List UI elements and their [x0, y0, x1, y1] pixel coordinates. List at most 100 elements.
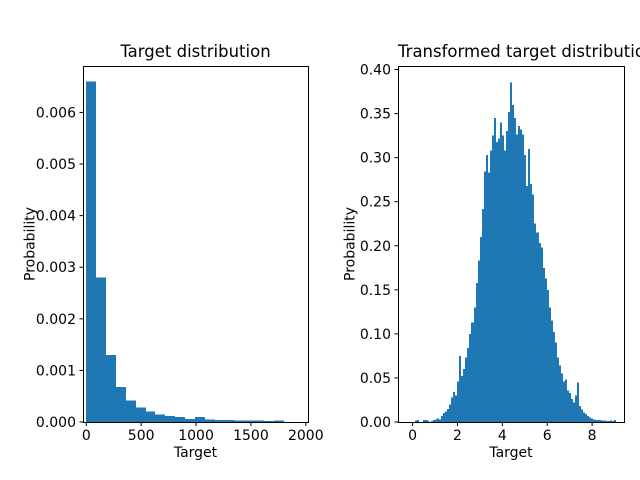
histogram-bar — [557, 357, 559, 422]
histogram-bar — [461, 376, 463, 422]
y-tick-label: 0.005 — [36, 157, 76, 173]
histogram-bar — [417, 420, 419, 422]
histogram-bar — [467, 347, 469, 422]
histogram-bar — [536, 232, 539, 422]
histogram-bar — [443, 413, 445, 422]
histogram-bar — [175, 416, 185, 422]
histogram-bar — [585, 414, 587, 422]
histogram-bar — [599, 420, 601, 422]
histogram-bar — [581, 409, 583, 422]
histogram-bar — [549, 307, 551, 422]
histogram-bar — [577, 382, 579, 422]
x-tick-label: 2000 — [288, 428, 324, 444]
histogram-bar — [498, 138, 500, 422]
y-tick-label: 0.003 — [36, 260, 76, 276]
y-tick-label: 0.006 — [36, 105, 76, 121]
histogram-bar — [524, 155, 526, 422]
histogram-bar — [541, 247, 543, 422]
histogram-bar — [532, 194, 534, 422]
histogram-bar — [534, 223, 536, 422]
right-chart-title: Transformed target distribution — [398, 42, 640, 61]
histogram-bar — [520, 129, 522, 422]
histogram-bars — [415, 82, 616, 423]
histogram-bar — [610, 420, 612, 422]
histogram-bar — [476, 282, 478, 422]
histogram-bar — [136, 407, 146, 422]
histogram-bar — [451, 397, 453, 422]
x-tick-label: 1500 — [233, 428, 269, 444]
histogram-bar — [595, 419, 597, 422]
histogram-bar — [195, 416, 205, 422]
x-tick-label: 2 — [453, 428, 462, 444]
histogram-bar — [494, 117, 496, 423]
histogram-bars — [86, 81, 284, 422]
histogram-bar — [563, 381, 565, 422]
histogram-bar — [244, 420, 254, 422]
histogram-bar — [551, 320, 553, 422]
histogram-bar — [441, 415, 443, 422]
histogram-bar — [573, 402, 575, 422]
y-tick-label: 0.40 — [360, 63, 391, 79]
histogram-bar — [439, 419, 441, 422]
histogram-bar — [447, 408, 449, 422]
histogram-bar — [435, 419, 437, 422]
histogram-bar — [514, 117, 516, 423]
histogram-bar — [518, 125, 520, 423]
histogram-bar — [606, 421, 608, 422]
histogram-bar — [530, 184, 532, 422]
histogram-bar — [583, 412, 585, 422]
histogram-bar — [504, 150, 506, 422]
histogram-bar — [474, 307, 476, 422]
histogram-bar — [490, 150, 492, 422]
histogram-bar — [425, 419, 427, 422]
y-tick-label: 0.25 — [360, 195, 391, 211]
histogram-bar — [571, 399, 573, 422]
histogram-bar — [567, 390, 569, 422]
y-tick-label: 0.20 — [360, 239, 391, 255]
histogram-bar — [437, 418, 439, 422]
x-tick-label: 6 — [543, 428, 552, 444]
right-chart-ylabel: Probability — [342, 206, 359, 282]
y-axis: 0.000 0.001 0.002 0.003 0.004 0.005 0.006 — [36, 105, 83, 431]
histogram-bar — [512, 104, 514, 423]
histogram-bar — [502, 135, 504, 423]
histogram-bar — [433, 420, 435, 422]
histogram-bar — [423, 420, 425, 422]
histogram-bar — [488, 172, 490, 422]
histogram-bar — [274, 420, 284, 422]
y-tick-label: 0.00 — [360, 415, 391, 431]
histogram-bar — [508, 111, 510, 422]
histogram-bar — [482, 208, 484, 422]
histogram-bar — [565, 379, 567, 422]
histogram-bar — [539, 243, 541, 422]
histogram-bar — [86, 81, 96, 422]
histogram-bar — [528, 148, 530, 422]
histogram-bar — [516, 134, 518, 423]
histogram-bar — [234, 420, 244, 422]
histogram-bar — [614, 420, 616, 422]
histogram-bar — [604, 420, 606, 422]
y-axis: 0.00 0.05 0.10 0.15 0.20 0.25 0.30 0.35 0.40 — [360, 63, 398, 431]
histogram-bar — [601, 420, 604, 422]
y-tick-label: 0.002 — [36, 312, 76, 328]
histogram-bar — [465, 357, 467, 422]
histogram-bar — [254, 420, 264, 422]
x-axis: 0 2 4 6 8 — [408, 422, 597, 444]
histogram-bar — [431, 421, 433, 422]
x-tick-label: 8 — [588, 428, 597, 444]
y-tick-label: 0.000 — [36, 415, 76, 431]
histogram-bar — [155, 414, 165, 422]
histogram-bar — [215, 419, 225, 422]
histogram-bar — [457, 381, 459, 422]
histogram-bar — [455, 395, 457, 422]
histogram-bar — [612, 421, 614, 422]
histogram-bar — [569, 392, 571, 422]
histogram-bar — [561, 373, 563, 422]
histogram-bar — [427, 420, 429, 422]
histogram-bar — [449, 404, 451, 422]
histogram-bar — [608, 421, 610, 422]
histogram-bar — [484, 171, 486, 422]
x-tick-label: 0 — [82, 428, 91, 444]
left-chart-xlabel: Target — [173, 445, 218, 461]
